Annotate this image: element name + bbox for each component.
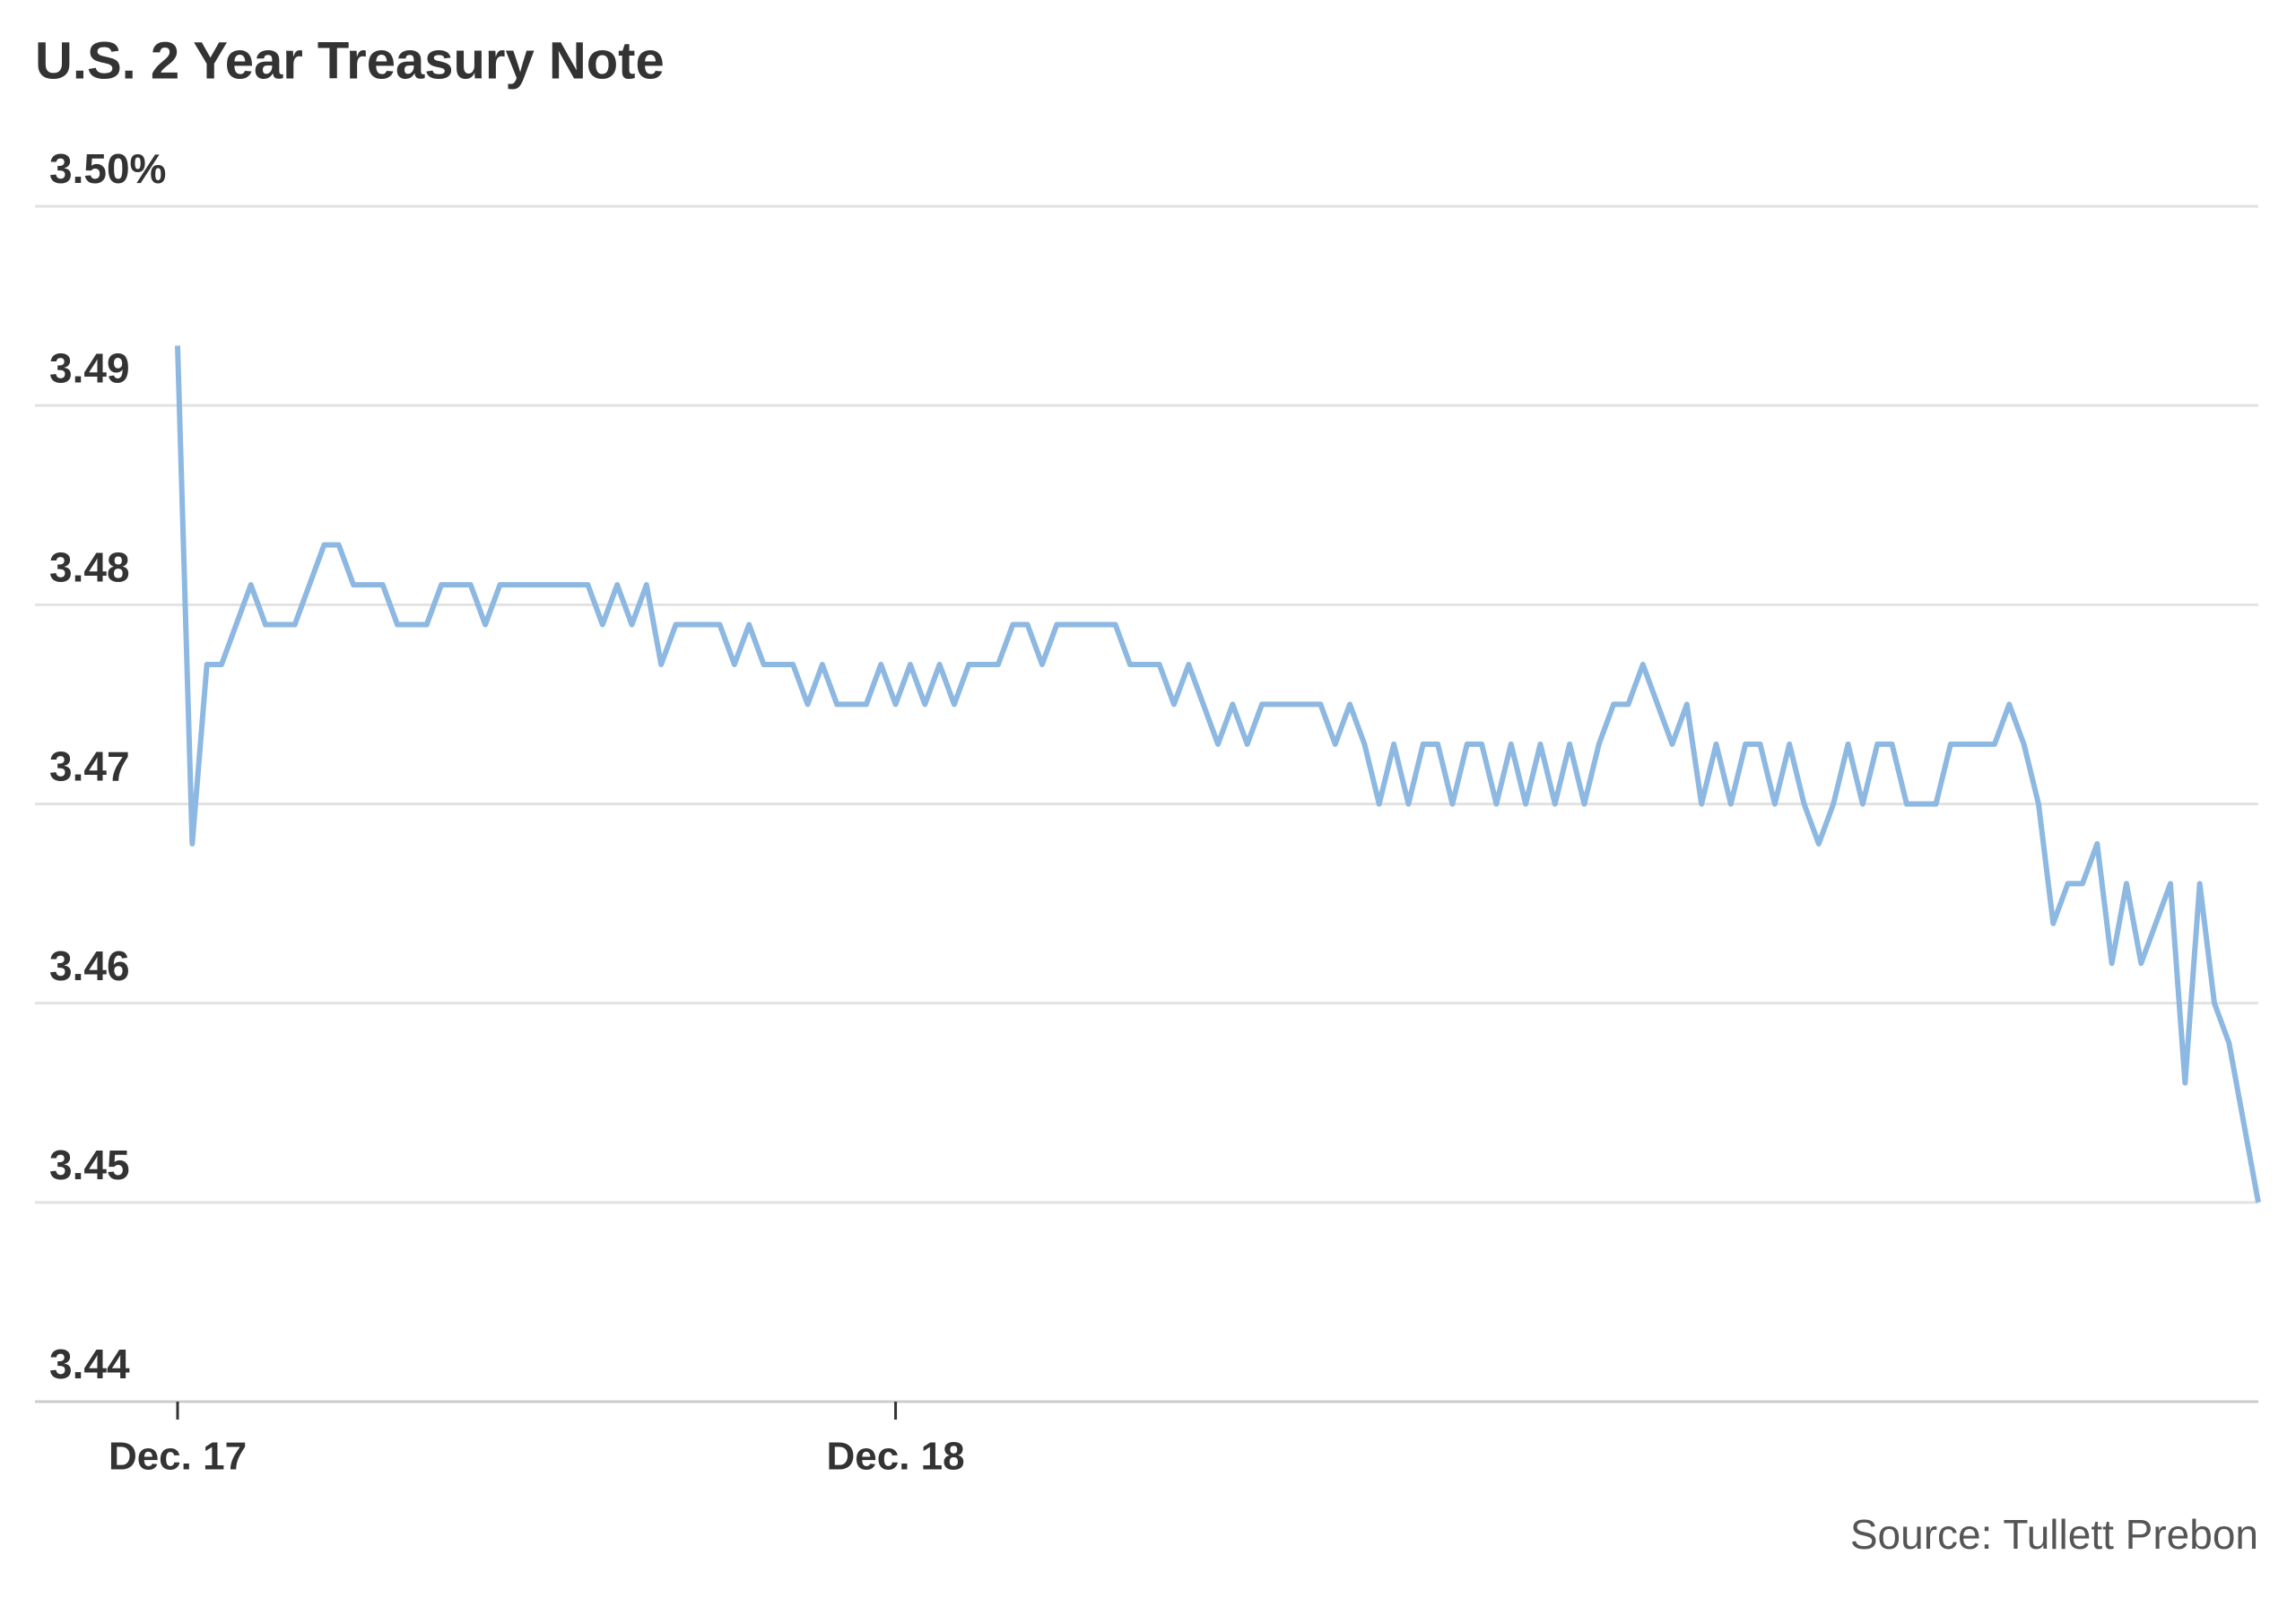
x-tick-label: Dec. 17 [109, 1435, 247, 1479]
y-tick-label: 3.47 [49, 743, 130, 790]
x-tick-label: Dec. 18 [827, 1435, 965, 1479]
y-tick-label: 3.45 [49, 1142, 130, 1188]
y-tick-label: 3.46 [49, 942, 130, 989]
y-tick-label: 3.44 [49, 1341, 130, 1387]
y-tick-label: 3.49 [49, 344, 130, 391]
chart-title: U.S. 2 Year Treasury Note [35, 31, 665, 90]
y-tick-label: 3.50% [49, 145, 166, 192]
data-line [175, 345, 2261, 1203]
y-tick-label: 3.48 [49, 543, 130, 590]
source-note: Source: Tullett Prebon [1850, 1511, 2258, 1558]
